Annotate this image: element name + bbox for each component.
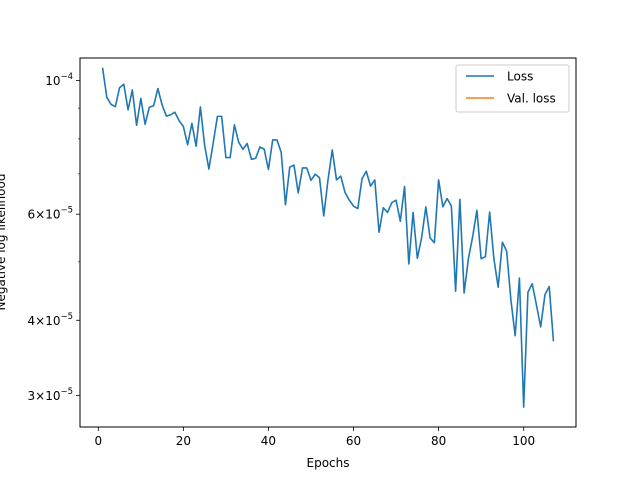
x-tick-label: 40 <box>261 434 276 448</box>
legend: Loss Val. loss <box>455 64 570 113</box>
y-axis-label: Negative log likelihood <box>0 174 8 311</box>
y-tick-label: 4×10−5 <box>28 312 74 328</box>
series-layer <box>101 67 555 408</box>
x-tick-label: 0 <box>94 434 102 448</box>
y-axis-ticks: 10−4 6×10−5 4×10−5 3×10−5 <box>28 72 80 403</box>
y-tick-label: 3×10−5 <box>28 387 74 403</box>
x-axis-ticks: 0 20 40 60 80 100 <box>94 427 535 448</box>
x-axis-label: Epochs <box>307 456 350 470</box>
plot-frame <box>79 57 577 428</box>
series-line-loss <box>101 67 555 408</box>
x-tick-label: 20 <box>176 434 191 448</box>
y-tick-label: 6×10−5 <box>28 206 74 222</box>
x-tick-label: 100 <box>512 434 535 448</box>
legend-label-val-loss: Val. loss <box>507 92 556 106</box>
y-tick-label: 10−4 <box>45 72 73 88</box>
x-tick-label: 80 <box>431 434 446 448</box>
x-tick-label: 60 <box>346 434 361 448</box>
plot-area <box>80 58 576 427</box>
legend-label-loss: Loss <box>507 70 533 84</box>
